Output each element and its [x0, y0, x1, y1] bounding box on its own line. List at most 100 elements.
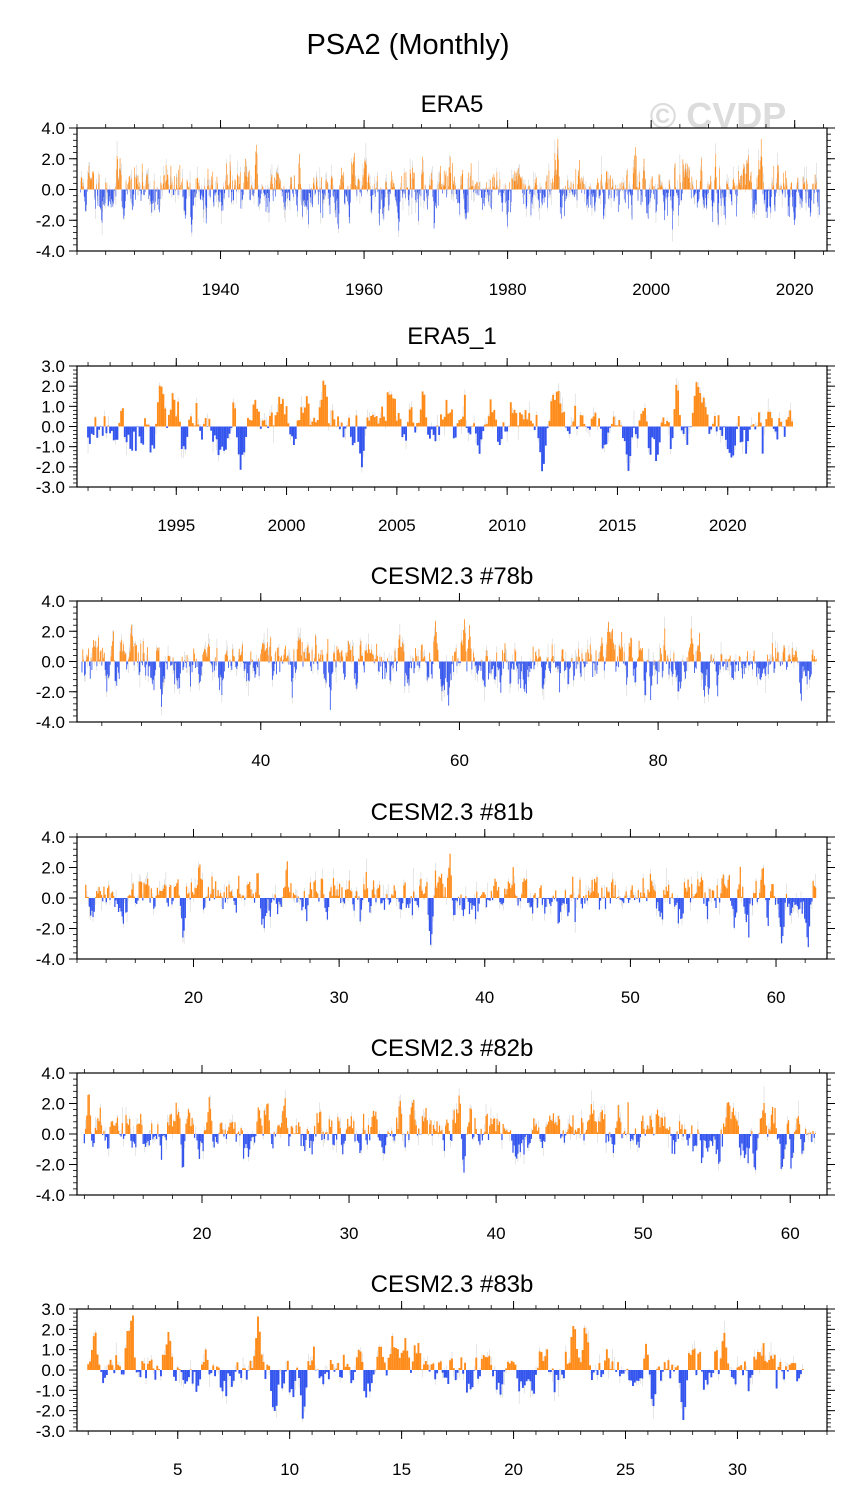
data-bar	[109, 426, 112, 434]
data-bar	[316, 420, 319, 427]
data-bar	[303, 189, 304, 202]
data-bar	[450, 172, 452, 190]
data-bar	[408, 189, 410, 206]
data-bar	[488, 661, 490, 673]
data-bar	[271, 174, 273, 190]
data-bar	[701, 170, 703, 190]
data-bar	[589, 186, 590, 190]
watermark: © CVDP	[650, 95, 787, 136]
data-bar	[616, 189, 618, 197]
data-bar	[641, 650, 642, 662]
data-bar	[706, 189, 708, 209]
data-bar	[487, 189, 489, 195]
data-bar	[329, 189, 331, 215]
data-bar	[289, 660, 291, 662]
y-tick-label: -2.0	[36, 458, 65, 477]
data-bar	[250, 420, 253, 427]
data-bar	[801, 189, 803, 208]
data-bar	[441, 419, 444, 427]
data-bar	[351, 426, 354, 446]
y-tick-label: 1.0	[41, 397, 65, 416]
data-bar	[584, 189, 586, 195]
data-bar	[341, 176, 343, 190]
data-bar	[585, 188, 586, 190]
data-bar	[104, 661, 106, 670]
data-bar	[570, 181, 572, 190]
data-bar	[391, 661, 392, 666]
data-bar	[405, 426, 407, 441]
data-bar	[335, 425, 338, 427]
data-bar	[803, 183, 804, 190]
data-bar	[443, 416, 446, 427]
data-bar	[372, 654, 373, 662]
data-bar	[101, 189, 103, 223]
data-bar	[411, 188, 412, 190]
data-bar	[228, 426, 231, 434]
data-bar	[349, 189, 351, 224]
data-bar	[313, 417, 316, 427]
data-bar	[307, 644, 309, 662]
data-bar	[297, 184, 299, 190]
data-bar	[106, 188, 107, 190]
data-bar	[647, 660, 649, 662]
data-bar	[263, 189, 265, 197]
data-bar	[594, 412, 597, 427]
data-bar	[421, 391, 424, 427]
data-bar	[536, 659, 538, 662]
data-bar	[682, 426, 685, 434]
data-bar	[710, 181, 712, 190]
data-bar	[458, 189, 460, 204]
data-bar	[540, 656, 541, 662]
data-bar	[260, 654, 262, 662]
data-bar	[226, 163, 227, 190]
data-bar	[231, 661, 233, 670]
data-bar	[774, 189, 775, 205]
data-bar	[116, 169, 117, 190]
data-bar	[294, 189, 296, 191]
data-bar	[691, 176, 693, 190]
data-bar	[160, 182, 162, 190]
data-bar	[662, 661, 664, 671]
data-bar	[533, 661, 535, 669]
data-bar	[90, 657, 92, 662]
data-bar	[164, 188, 166, 190]
data-bar	[721, 426, 724, 436]
data-bar	[309, 424, 312, 427]
data-bar	[87, 426, 89, 438]
data-bar	[179, 661, 181, 689]
data-bar	[660, 422, 663, 427]
data-bar	[530, 189, 532, 216]
data-bar	[745, 173, 747, 190]
data-bar	[233, 189, 235, 201]
data-bar	[525, 189, 527, 209]
data-bar	[252, 404, 255, 427]
data-bar	[634, 168, 636, 190]
data-bar	[125, 653, 127, 662]
data-bar	[761, 426, 764, 454]
data-bar	[181, 178, 183, 190]
data-bar	[126, 661, 128, 670]
data-bar	[526, 189, 528, 207]
data-bar	[267, 426, 270, 429]
data-bar	[449, 412, 452, 427]
data-bar	[579, 661, 581, 674]
data-bar	[804, 181, 806, 190]
data-bar	[349, 650, 351, 662]
data-bar	[344, 189, 345, 204]
data-bar	[477, 661, 479, 675]
chart-title: CESM2.3 #78b	[371, 563, 534, 590]
data-bar	[635, 661, 637, 683]
data-bar	[498, 661, 500, 669]
data-bar	[108, 189, 110, 206]
data-bar	[554, 153, 556, 190]
data-bar	[140, 426, 143, 444]
data-bar	[556, 154, 558, 190]
data-bar	[439, 182, 440, 190]
data-bar	[263, 644, 265, 662]
data-bar	[470, 648, 472, 662]
data-bar	[470, 175, 471, 190]
data-bar	[316, 177, 318, 190]
data-bar	[469, 188, 471, 190]
data-bar	[772, 426, 775, 429]
data-bar	[152, 189, 154, 201]
